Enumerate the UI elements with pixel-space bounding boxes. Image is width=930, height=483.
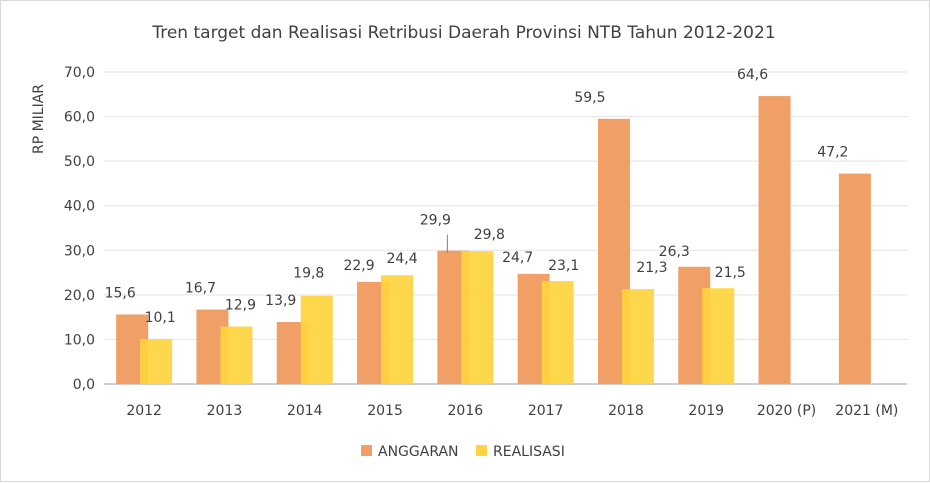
data-label-anggaran-2021-m: 47,2 (817, 145, 848, 161)
x-tick-label-2014: 2014 (287, 403, 323, 419)
data-label-realisasi-2014: 19,8 (293, 266, 324, 282)
x-tick-label-2018: 2018 (608, 403, 644, 419)
data-label-anggaran-2018: 59,5 (574, 90, 605, 106)
bar-realisasi-2018 (621, 289, 654, 384)
data-label-anggaran-2013: 16,7 (185, 281, 216, 297)
legend: ANGGARAN REALISASI (361, 444, 565, 460)
legend-swatch-realisasi (476, 445, 487, 456)
y-axis-label: RP MILIAR (31, 84, 47, 154)
data-label-realisasi-2016: 29,8 (474, 227, 505, 243)
data-label-anggaran-2020-p: 64,6 (737, 67, 768, 83)
data-label-realisasi-2015: 24,4 (386, 251, 417, 267)
bar-realisasi-2012 (140, 338, 173, 384)
data-label-realisasi-2018: 21,3 (636, 260, 667, 276)
y-tick-label: 70,0 (64, 65, 95, 81)
x-tick-label-2012: 2012 (126, 403, 162, 419)
bar-realisasi-2013 (220, 326, 253, 384)
x-tick-label-2017: 2017 (528, 403, 564, 419)
x-tick-label-2013: 2013 (207, 403, 243, 419)
data-label-realisasi-2013: 12,9 (225, 298, 256, 314)
bar-realisasi-2014 (300, 295, 333, 384)
bar-realisasi-2019 (702, 288, 735, 384)
data-label-realisasi-2019: 21,5 (715, 265, 746, 281)
y-tick-label: 30,0 (64, 243, 95, 259)
x-tick-label-2020-p: 2020 (P) (757, 403, 816, 419)
legend-label-anggaran: ANGGARAN (378, 444, 459, 460)
bar-realisasi-2017 (541, 281, 574, 384)
y-tick-label: 40,0 (64, 199, 95, 215)
legend-label-realisasi: REALISASI (493, 444, 565, 460)
legend-swatch-anggaran (361, 445, 372, 456)
x-tick-label-2016: 2016 (448, 403, 484, 419)
data-label-anggaran-2016: 29,9 (420, 213, 451, 229)
y-tick-label: 10,0 (64, 332, 95, 348)
data-label-realisasi-2017: 23,1 (548, 258, 579, 274)
y-tick-label: 20,0 (64, 288, 95, 304)
bar-realisasi-2016 (461, 251, 494, 384)
bar-realisasi-2015 (381, 275, 414, 384)
data-label-anggaran-2014: 13,9 (265, 293, 296, 309)
x-tick-label-2015: 2015 (367, 403, 403, 419)
x-tick-label-2021-m: 2021 (M) (835, 403, 898, 419)
y-tick-label: 60,0 (64, 110, 95, 126)
data-label-anggaran-2017: 24,7 (502, 250, 533, 266)
ticks-layer: 0,0 10,0 20,0 30,0 40,0 50,0 60,0 70,0 2012 2013 2… (64, 65, 899, 419)
data-label-realisasi-2012: 10,1 (145, 310, 176, 326)
y-tick-label: 50,0 (64, 154, 95, 170)
bars-layer (116, 96, 871, 385)
data-label-anggaran-2015: 22,9 (343, 258, 374, 274)
labels-layer: 15,6 10,1 16,7 12,9 13,9 19,8 22,9 24,4 29,9 29,8… (105, 67, 849, 326)
data-label-anggaran-2012: 15,6 (105, 285, 136, 301)
data-label-anggaran-2019: 26,3 (659, 244, 690, 260)
bar-anggaran-2021-m (838, 173, 871, 384)
y-tick-label: 0,0 (73, 377, 95, 393)
chart-title: Tren target dan Realisasi Retribusi Daer… (151, 23, 775, 43)
x-tick-label-2019: 2019 (688, 403, 724, 419)
bar-anggaran-2020-p (758, 96, 791, 384)
